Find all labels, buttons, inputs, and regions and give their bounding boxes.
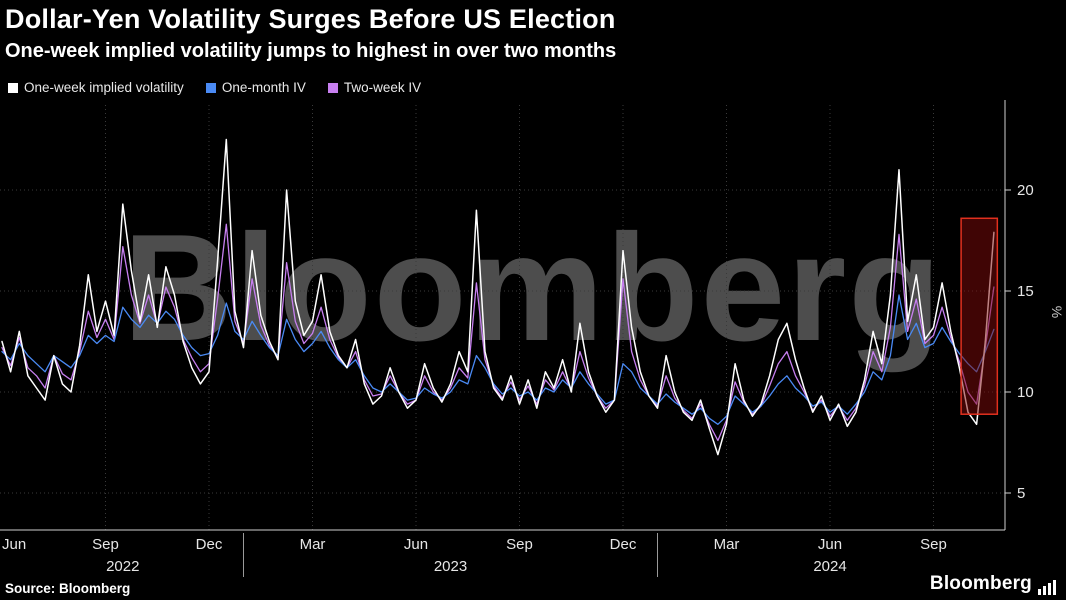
legend-label-two-week: Two-week IV bbox=[343, 80, 422, 95]
year-label: 2022 bbox=[106, 558, 139, 575]
bloomberg-logo-bars-icon bbox=[1038, 580, 1056, 595]
bloomberg-logo-text: Bloomberg bbox=[929, 573, 1032, 594]
x-tick-label: Jun bbox=[404, 536, 428, 553]
year-label: 2023 bbox=[434, 558, 467, 575]
x-tick-label: Sep bbox=[92, 536, 119, 553]
y-axis-unit-label: % bbox=[1049, 306, 1065, 318]
x-tick-label: Dec bbox=[610, 536, 637, 553]
legend-item-one-month: One-month IV bbox=[205, 80, 306, 95]
x-tick-label: Mar bbox=[714, 536, 740, 553]
legend-item-two-week: Two-week IV bbox=[327, 80, 422, 95]
bloomberg-logo: Bloomberg bbox=[930, 573, 1056, 595]
bloomberg-watermark: Bloomberg bbox=[123, 203, 943, 373]
legend-item-one-week: One-week implied volatility bbox=[8, 80, 184, 95]
source-label: Source: Bloomberg bbox=[5, 581, 131, 596]
y-tick-label: 15 bbox=[1017, 283, 1034, 300]
y-tick-label: 10 bbox=[1017, 384, 1034, 401]
x-tick-label: Jun bbox=[818, 536, 842, 553]
legend-swatch-two-week-icon bbox=[327, 82, 338, 93]
series-line-1 bbox=[1, 294, 995, 425]
series-line-2 bbox=[1, 223, 995, 442]
x-tick-label: Sep bbox=[920, 536, 947, 553]
chart-legend: One-week implied volatility One-month IV… bbox=[8, 80, 421, 95]
x-tick-label: Jun bbox=[2, 536, 26, 553]
x-tick-label: Mar bbox=[300, 536, 326, 553]
series-line-0 bbox=[1, 138, 995, 456]
year-label: 2024 bbox=[813, 558, 846, 575]
y-tick-label: 20 bbox=[1017, 182, 1034, 199]
highlight-box bbox=[960, 217, 999, 415]
y-tick-label: 5 bbox=[1017, 485, 1025, 502]
x-tick-label: Sep bbox=[506, 536, 533, 553]
chart-title: Dollar-Yen Volatility Surges Before US E… bbox=[5, 4, 616, 34]
legend-swatch-one-month-icon bbox=[205, 82, 216, 93]
x-tick-label: Dec bbox=[196, 536, 223, 553]
legend-label-one-week: One-week implied volatility bbox=[24, 80, 184, 95]
legend-swatch-one-week-icon bbox=[8, 82, 18, 93]
legend-label-one-month: One-month IV bbox=[221, 80, 306, 95]
chart-subtitle: One-week implied volatility jumps to hig… bbox=[5, 40, 617, 62]
